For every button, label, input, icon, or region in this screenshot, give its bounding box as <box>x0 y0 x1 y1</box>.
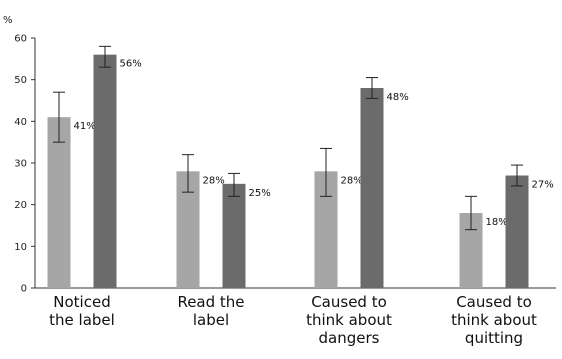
category-label-line: quitting <box>465 329 523 347</box>
data-label: 41% <box>74 121 96 132</box>
category-label: Noticed the label <box>49 293 115 329</box>
data-label: 25% <box>249 188 271 199</box>
bar <box>459 213 483 288</box>
category-label: Caused to think about quitting <box>451 293 537 347</box>
data-label: 18% <box>486 217 508 228</box>
data-label: 28% <box>203 175 225 186</box>
data-label: 28% <box>341 175 363 186</box>
y-tick-label: 0 <box>21 284 27 295</box>
y-axis: 0 10 20 30 40 50 60 <box>14 34 36 295</box>
y-tick-label: 30 <box>14 159 27 170</box>
bar <box>314 171 338 288</box>
y-tick-label: 20 <box>14 200 27 211</box>
bar <box>222 183 246 288</box>
category-label-line: think about <box>451 311 537 329</box>
category-label-line: label <box>193 311 229 329</box>
y-tick-label: 10 <box>14 242 27 253</box>
category-label: Caused to think about dangers <box>306 293 392 347</box>
category-label: Read the label <box>177 293 244 329</box>
category-label-line: dangers <box>319 329 380 347</box>
bar <box>505 175 529 288</box>
category-label-line: Noticed <box>53 293 110 311</box>
bars-group: 41% 28% 28% 18% 56% 25% 48% 27% <box>47 45 554 289</box>
y-tick-label: 50 <box>14 75 27 86</box>
bar <box>360 88 384 288</box>
y-tick-label: 40 <box>14 117 27 128</box>
category-label-line: think about <box>306 311 392 329</box>
data-label: 56% <box>120 59 142 70</box>
y-tick-label: 60 <box>14 34 27 45</box>
bar <box>176 171 200 288</box>
y-axis-unit-label: % <box>3 15 13 26</box>
data-label: 48% <box>387 92 409 103</box>
bar <box>93 54 117 288</box>
category-label-line: the label <box>49 311 115 329</box>
category-label-line: Caused to <box>311 293 387 311</box>
bar <box>47 117 71 289</box>
data-label: 27% <box>532 180 554 191</box>
category-label-line: Read the <box>177 293 244 311</box>
category-label-line: Caused to <box>456 293 532 311</box>
